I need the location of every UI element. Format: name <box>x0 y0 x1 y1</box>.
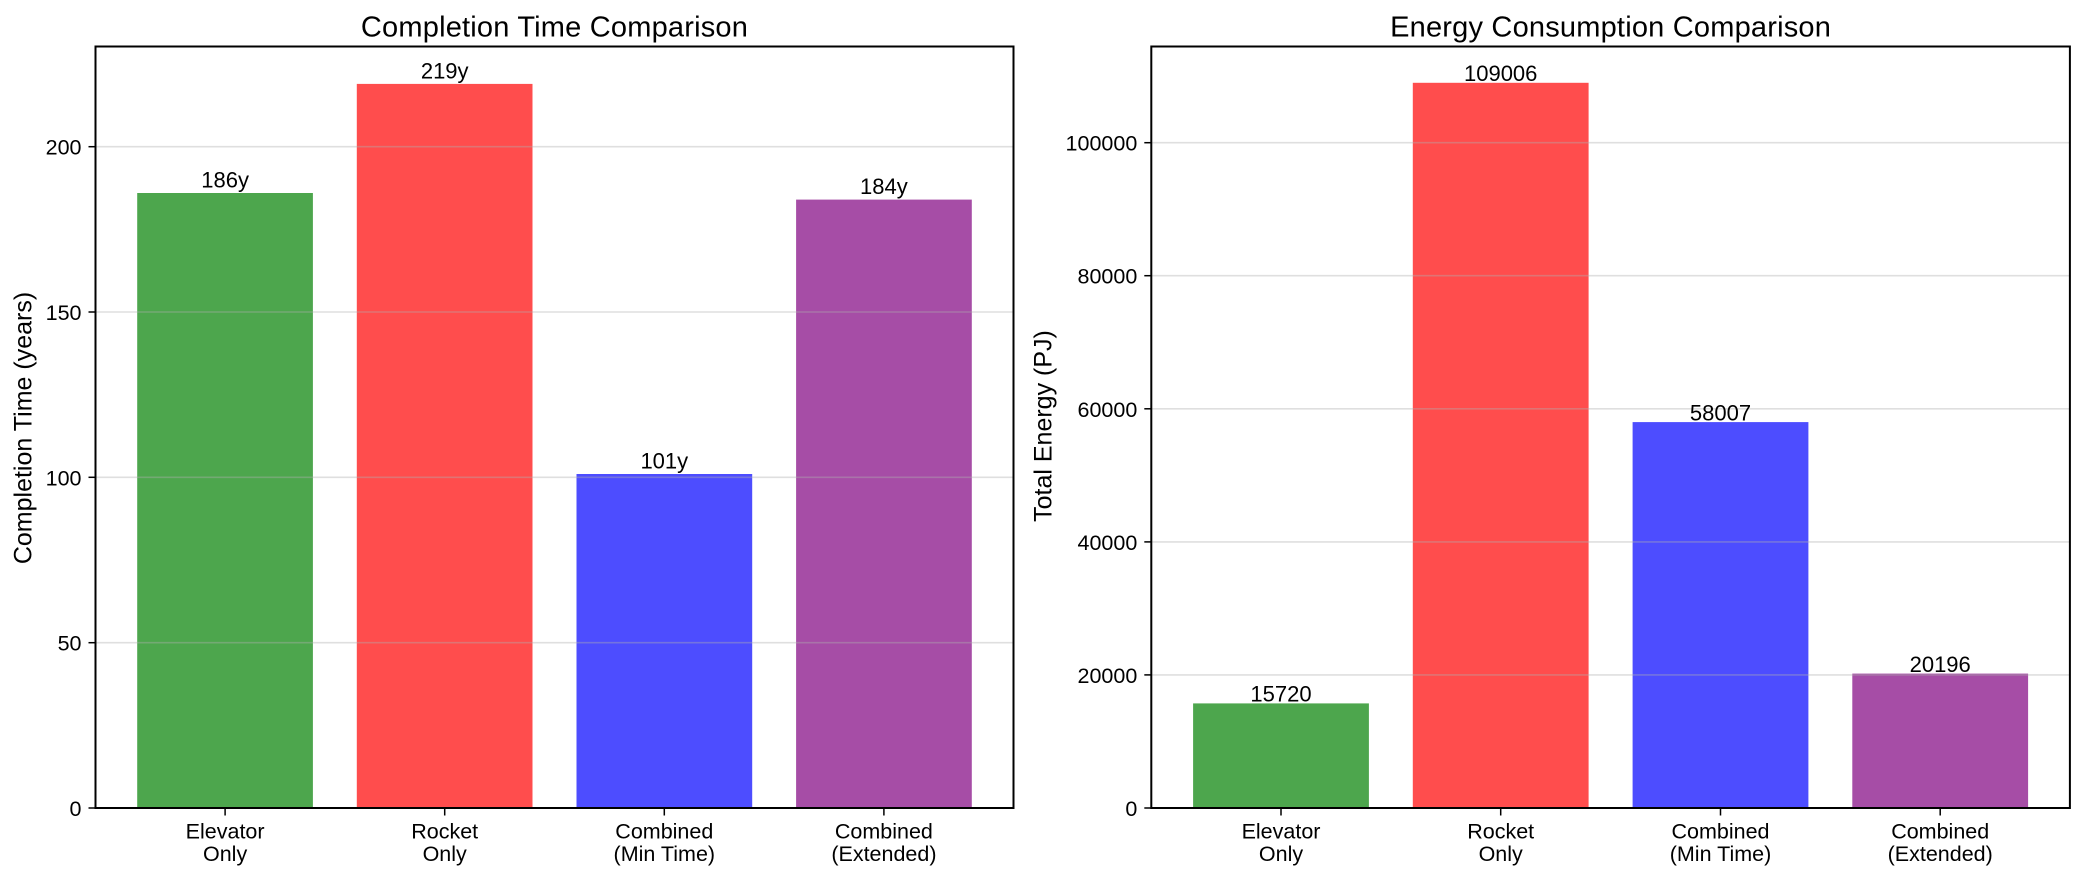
svg-text:100: 100 <box>46 466 82 490</box>
svg-text:Total Energy (PJ): Total Energy (PJ) <box>1030 330 1058 522</box>
svg-text:Completion Time Comparison: Completion Time Comparison <box>361 11 748 43</box>
svg-text:150: 150 <box>46 301 82 325</box>
svg-text:(Extended): (Extended) <box>1888 842 1993 866</box>
svg-text:Combined: Combined <box>1891 820 1989 844</box>
svg-text:80000: 80000 <box>1078 265 1138 289</box>
svg-text:184y: 184y <box>860 174 908 199</box>
svg-text:58007: 58007 <box>1690 400 1751 425</box>
svg-text:Rocket: Rocket <box>411 820 478 844</box>
svg-text:(Min Time): (Min Time) <box>614 842 716 866</box>
svg-text:Only: Only <box>1259 842 1303 866</box>
svg-text:50: 50 <box>58 632 82 656</box>
svg-text:40000: 40000 <box>1078 531 1138 555</box>
svg-text:Only: Only <box>1479 842 1523 866</box>
svg-text:0: 0 <box>1125 797 1137 821</box>
svg-text:Combined: Combined <box>1672 820 1770 844</box>
svg-text:Elevator: Elevator <box>186 820 265 844</box>
svg-text:60000: 60000 <box>1078 398 1138 422</box>
svg-text:109006: 109006 <box>1464 61 1537 86</box>
svg-text:Energy Consumption Comparison: Energy Consumption Comparison <box>1390 11 1831 43</box>
svg-text:15720: 15720 <box>1250 682 1311 707</box>
svg-text:219y: 219y <box>421 59 469 84</box>
svg-text:Only: Only <box>203 842 247 866</box>
svg-text:Completion Time (years): Completion Time (years) <box>10 292 38 564</box>
svg-text:Only: Only <box>423 842 467 866</box>
svg-text:200: 200 <box>46 136 82 160</box>
svg-text:0: 0 <box>70 797 82 821</box>
svg-text:Combined: Combined <box>615 820 713 844</box>
svg-text:Combined: Combined <box>835 820 933 844</box>
svg-text:Rocket: Rocket <box>1467 820 1534 844</box>
svg-text:186y: 186y <box>201 168 249 193</box>
svg-text:(Extended): (Extended) <box>831 842 936 866</box>
svg-text:101y: 101y <box>640 449 688 474</box>
svg-text:(Min Time): (Min Time) <box>1670 842 1772 866</box>
svg-text:100000: 100000 <box>1066 132 1138 156</box>
svg-text:20196: 20196 <box>1910 652 1971 677</box>
svg-text:20000: 20000 <box>1078 664 1138 688</box>
svg-text:Elevator: Elevator <box>1242 820 1321 844</box>
